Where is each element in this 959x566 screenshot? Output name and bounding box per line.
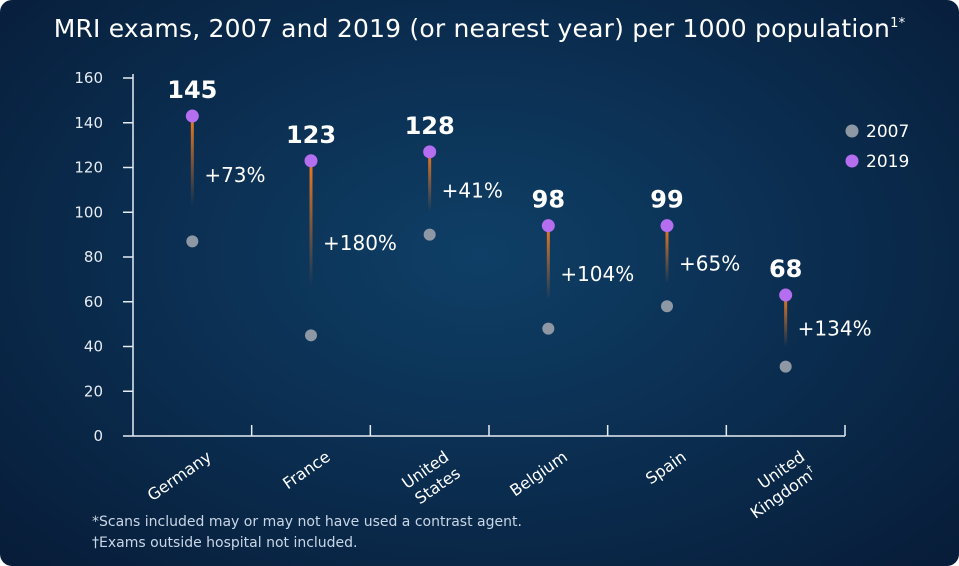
connector-line (428, 151, 432, 212)
connector-line (784, 295, 788, 347)
point-2007 (542, 322, 555, 335)
point-2019 (541, 219, 555, 233)
y-tick-label: 40 (84, 338, 103, 356)
y-tick-label: 140 (74, 114, 103, 132)
x-category-label: UnitedStates (398, 447, 463, 509)
title-footnote-marks: 1* (890, 16, 906, 31)
y-tick-label: 60 (84, 293, 103, 311)
value-label: 145 (167, 76, 217, 104)
x-category-label-text: Belgium (506, 447, 571, 500)
connector-line (546, 225, 550, 300)
point-2019 (779, 288, 793, 302)
x-category-label-line: Belgium (506, 447, 571, 500)
x-category-label: UnitedKingdom† (735, 447, 820, 522)
value-label: 99 (650, 186, 683, 214)
connector-line (309, 160, 313, 287)
y-tick-label: 80 (84, 248, 103, 266)
legend-marker-2019 (845, 154, 859, 168)
x-category-label-line: Germany (144, 447, 215, 505)
y-tick-label: 20 (84, 382, 103, 400)
footnotes: *Scans included may or may not have used… (92, 512, 522, 554)
point-2007 (305, 329, 317, 342)
x-category-label: Germany (144, 447, 215, 505)
change-label: +65% (679, 252, 740, 276)
y-tick-label: 0 (93, 427, 103, 445)
change-label: +180% (323, 231, 397, 255)
legend-marker-2007 (845, 124, 859, 138)
connector-line (665, 225, 669, 284)
x-category-label-line: Spain (642, 447, 690, 488)
value-label: 68 (769, 255, 802, 283)
x-category-label: Spain (642, 447, 690, 488)
change-label: +73% (204, 163, 265, 187)
x-category-label: Belgium (506, 447, 571, 500)
x-category-label-text: France (279, 447, 333, 493)
x-category-footnote-mark: † (805, 463, 815, 475)
point-2019 (660, 219, 674, 233)
legend-label-2007: 2007 (866, 122, 909, 142)
point-2019 (304, 154, 318, 168)
x-category-label-text: UnitedStates (398, 447, 463, 509)
change-label: +41% (442, 179, 503, 203)
point-2007 (186, 235, 199, 248)
connector-line (190, 116, 194, 207)
x-category-label: France (279, 447, 333, 493)
y-tick-label: 120 (74, 159, 103, 177)
x-category-label-text: Spain (642, 447, 690, 488)
value-label: 128 (405, 112, 455, 140)
point-2007 (779, 360, 792, 373)
x-category-label-line: France (279, 447, 333, 493)
x-category-label-text: UnitedKingdom† (735, 447, 819, 522)
x-category-label-text: Germany (144, 447, 215, 505)
value-label: 98 (532, 186, 565, 214)
value-label: 123 (286, 121, 336, 149)
chart-title: MRI exams, 2007 and 2019 (or nearest yea… (53, 14, 906, 43)
change-label: +104% (560, 262, 634, 286)
point-2019 (423, 145, 437, 159)
y-tick-label: 160 (74, 69, 103, 87)
y-tick-label: 100 (74, 203, 103, 221)
change-label: +134% (798, 317, 872, 341)
point-2007 (423, 228, 436, 241)
footnote-contrast: *Scans included may or may not have used… (92, 514, 522, 530)
legend-label-2019: 2019 (866, 152, 909, 172)
footnote-hospital: †Exams outside hospital not included. (92, 535, 358, 551)
point-2019 (185, 109, 199, 123)
point-2007 (661, 300, 673, 313)
